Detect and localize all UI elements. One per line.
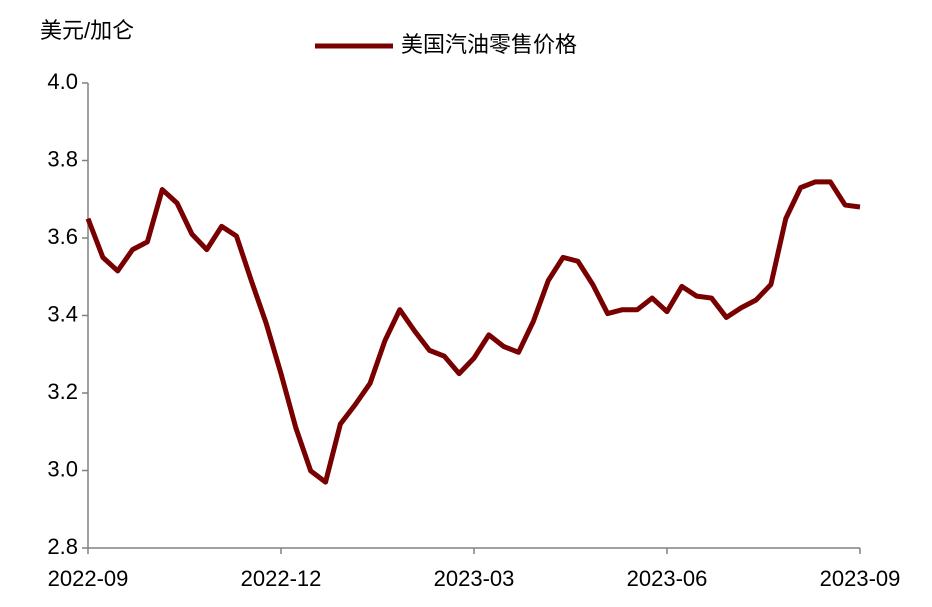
x-tick-label: 2022-12 [241,566,322,591]
y-tick-label: 3.6 [47,224,78,249]
y-tick-label: 3.0 [47,456,78,481]
x-tick-label: 2023-03 [434,566,515,591]
x-tick-label: 2022-09 [48,566,129,591]
y-tick-label: 2.8 [47,534,78,559]
y-axis-label: 美元/加仑 [40,18,134,43]
y-tick-label: 3.4 [47,301,78,326]
x-tick-label: 2023-09 [820,566,901,591]
line [85,179,861,485]
x-tick-label: 2023-06 [627,566,708,591]
y-tick-label: 3.8 [47,146,78,171]
legend-label: 美国汽油零售价格 [401,32,577,57]
y-tick-label: 4.0 [47,69,78,94]
y-tick-label: 3.2 [47,379,78,404]
